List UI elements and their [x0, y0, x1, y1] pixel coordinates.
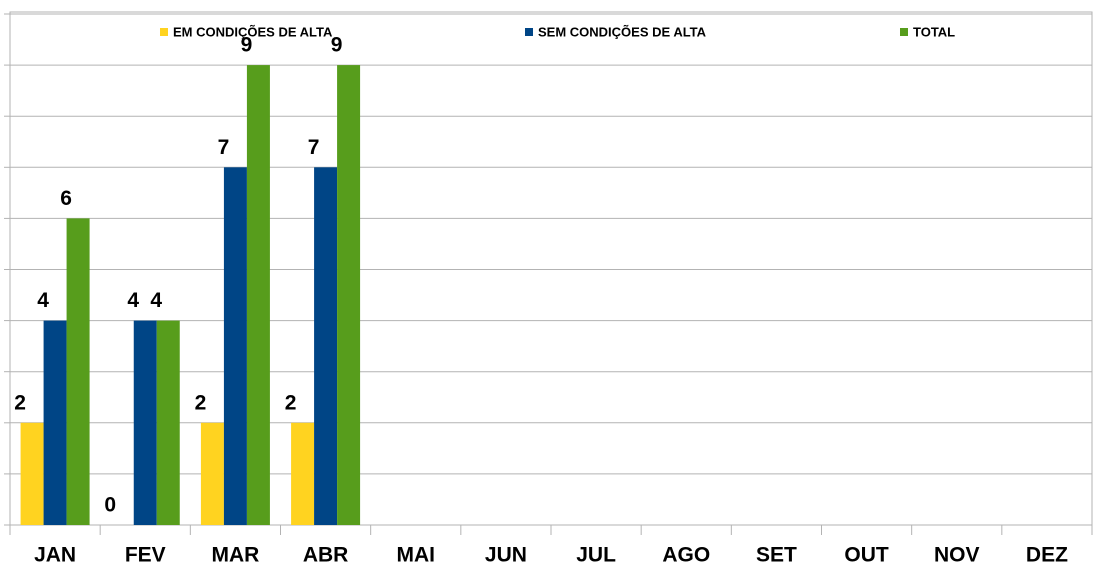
legend-label: EM CONDIÇÕES DE ALTA — [173, 24, 333, 39]
bar — [133, 320, 157, 525]
value-label: 2 — [285, 391, 297, 414]
legend-swatch — [525, 28, 533, 36]
value-label: 4 — [37, 289, 49, 312]
x-tick-label: JAN — [34, 544, 76, 567]
x-tick-label: OUT — [844, 544, 889, 567]
legend-swatch — [900, 28, 908, 36]
bar — [20, 422, 44, 525]
x-tick-label: JUL — [576, 544, 616, 567]
x-tick-label: MAI — [397, 544, 436, 567]
legend-swatch — [160, 28, 168, 36]
value-label: 6 — [60, 187, 72, 210]
x-tick-label: ABR — [303, 544, 349, 567]
bar — [223, 167, 247, 526]
value-label: 9 — [331, 34, 343, 57]
value-label: 2 — [195, 391, 207, 414]
bar — [291, 422, 315, 525]
value-label: 7 — [308, 136, 320, 159]
value-label: 7 — [218, 136, 230, 159]
legend-label: SEM CONDIÇÕES DE ALTA — [538, 24, 707, 39]
x-tick-label: AGO — [662, 544, 710, 567]
value-label: 0 — [104, 494, 116, 517]
bar — [246, 65, 270, 525]
x-tick-label: JUN — [485, 544, 527, 567]
value-label: 9 — [241, 34, 253, 57]
x-tick-label: NOV — [934, 544, 980, 567]
bar — [337, 65, 361, 525]
bar — [66, 218, 90, 525]
bar — [200, 422, 224, 525]
bar — [314, 167, 338, 526]
bar — [156, 320, 180, 525]
x-tick-label: SET — [756, 544, 797, 567]
x-tick-label: DEZ — [1026, 544, 1068, 567]
legend-label: TOTAL — [913, 24, 955, 39]
bar — [43, 320, 67, 525]
value-label: 2 — [14, 391, 26, 414]
value-label: 4 — [127, 289, 139, 312]
value-label: 4 — [150, 289, 162, 312]
x-tick-label: MAR — [212, 544, 260, 567]
x-tick-label: FEV — [125, 544, 166, 567]
